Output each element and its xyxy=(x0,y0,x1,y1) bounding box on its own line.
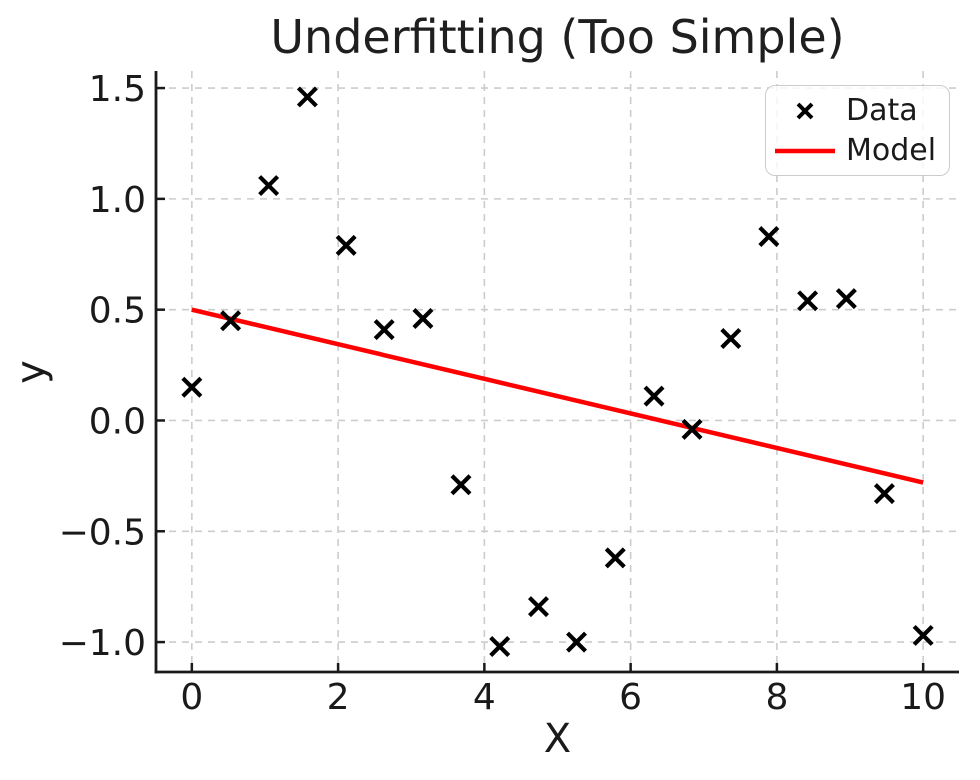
data-point-marker xyxy=(835,288,857,310)
legend-item-model: Model xyxy=(766,131,949,171)
data-point-marker xyxy=(604,547,626,569)
data-point-marker xyxy=(335,234,357,256)
data-point-marker xyxy=(912,624,934,646)
data-point-marker xyxy=(758,226,780,248)
data-point-marker xyxy=(873,483,895,505)
y-tick-label: −1.0 xyxy=(59,623,146,664)
y-tick-label: −0.5 xyxy=(59,512,146,553)
x-axis-label: X xyxy=(543,716,572,762)
x-marker-icon xyxy=(774,100,836,122)
line-sample-icon xyxy=(774,146,836,156)
data-point-marker xyxy=(681,418,703,440)
data-point-marker xyxy=(373,319,395,341)
x-tick-label: 4 xyxy=(473,677,496,718)
data-point-marker xyxy=(643,385,665,407)
legend: Data Model xyxy=(765,85,950,176)
x-tick-label: 10 xyxy=(900,677,946,718)
data-point-marker xyxy=(720,327,742,349)
data-point-marker xyxy=(258,175,280,197)
data-point-marker xyxy=(797,290,819,312)
data-point-marker xyxy=(528,596,549,618)
legend-label-data: Data xyxy=(846,93,918,128)
x-tick-label: 6 xyxy=(619,677,642,718)
y-tick-label: 1.0 xyxy=(89,180,146,221)
legend-item-data: Data xyxy=(766,91,949,131)
data-point-marker xyxy=(489,636,511,657)
data-point-marker xyxy=(566,631,587,653)
chart-title: Underfitting (Too Simple) xyxy=(270,10,845,64)
x-tick-label: 8 xyxy=(765,677,788,718)
x-tick-label: 2 xyxy=(327,677,350,718)
y-tick-label: 0.0 xyxy=(89,401,146,442)
data-point-marker xyxy=(296,86,318,108)
y-tick-label: 1.5 xyxy=(89,69,146,110)
legend-label-model: Model xyxy=(846,133,937,168)
data-point-marker xyxy=(450,474,472,496)
data-point-marker xyxy=(181,376,203,398)
y-tick-label: 0.5 xyxy=(89,291,146,332)
y-axis-label: y xyxy=(8,360,54,384)
data-point-marker xyxy=(412,308,434,330)
data-point-marker xyxy=(220,310,242,332)
model-line xyxy=(191,307,924,485)
x-tick-label: 0 xyxy=(180,677,203,718)
